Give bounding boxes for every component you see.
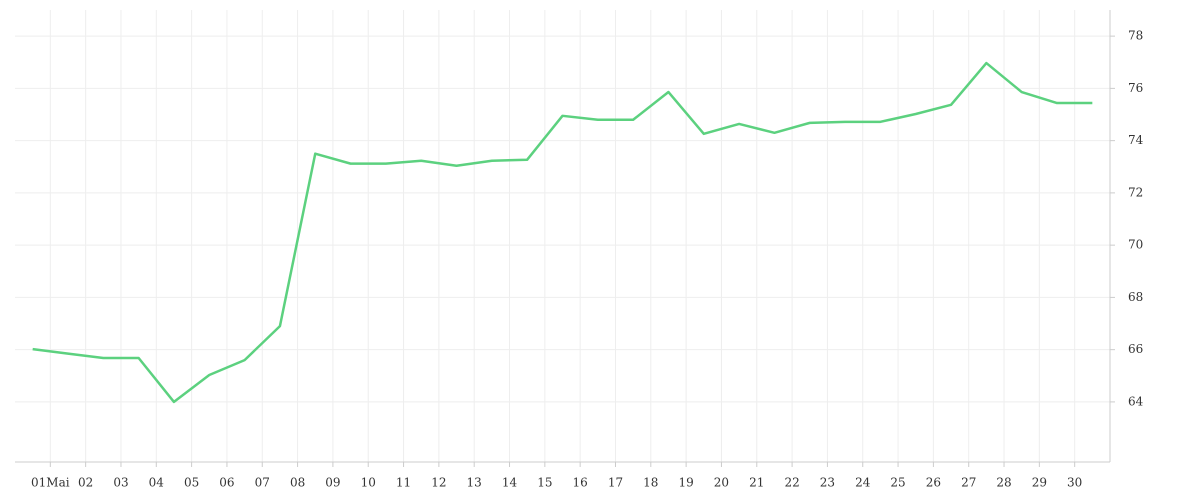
x-tick-label: 21	[749, 476, 764, 490]
x-tick-label: 13	[467, 476, 482, 490]
x-tick-label: 22	[784, 476, 799, 490]
x-tick-label: 23	[820, 476, 835, 490]
x-tick-label: 24	[855, 476, 871, 490]
x-tick-label: 02	[78, 476, 93, 490]
x-tick-label: 05	[184, 476, 199, 490]
y-tick-label: 66	[1128, 342, 1143, 356]
x-tick-label: 20	[714, 476, 729, 490]
x-tick-label: 17	[608, 476, 623, 490]
x-tick-label: 06	[219, 476, 234, 490]
y-tick-label: 72	[1128, 185, 1143, 199]
x-tick-label: 10	[361, 476, 376, 490]
y-tick-label: 76	[1128, 81, 1143, 95]
x-tick-label: 28	[996, 476, 1011, 490]
y-tick-label: 78	[1128, 29, 1143, 43]
x-tick-label: 25	[890, 476, 905, 490]
y-tick-label: 68	[1128, 290, 1143, 304]
x-tick-label: 29	[1032, 476, 1047, 490]
x-tick-label: 27	[961, 476, 976, 490]
line	[32, 61, 1093, 404]
x-tick-label: 09	[325, 476, 340, 490]
x-tick-label: 30	[1067, 476, 1082, 490]
x-tick-label: 18	[643, 476, 658, 490]
x-tick-label: 07	[255, 476, 270, 490]
x-tick-label: 01Mai	[31, 476, 70, 490]
x-tick-label: 03	[113, 476, 128, 490]
x-tick-label: 15	[537, 476, 552, 490]
x-tick-label: 08	[290, 476, 305, 490]
x-tick-label: 11	[396, 476, 411, 490]
x-tick-label: 16	[573, 476, 588, 490]
x-tick-label: 19	[678, 476, 693, 490]
x-tick-label: 04	[149, 476, 165, 490]
y-tick-label: 64	[1128, 394, 1144, 408]
x-tick-label: 26	[926, 476, 941, 490]
x-tick-label: 12	[431, 476, 446, 490]
y-tick-label: 70	[1128, 238, 1143, 252]
x-tick-label: 14	[502, 476, 518, 490]
y-tick-label: 74	[1128, 133, 1144, 147]
